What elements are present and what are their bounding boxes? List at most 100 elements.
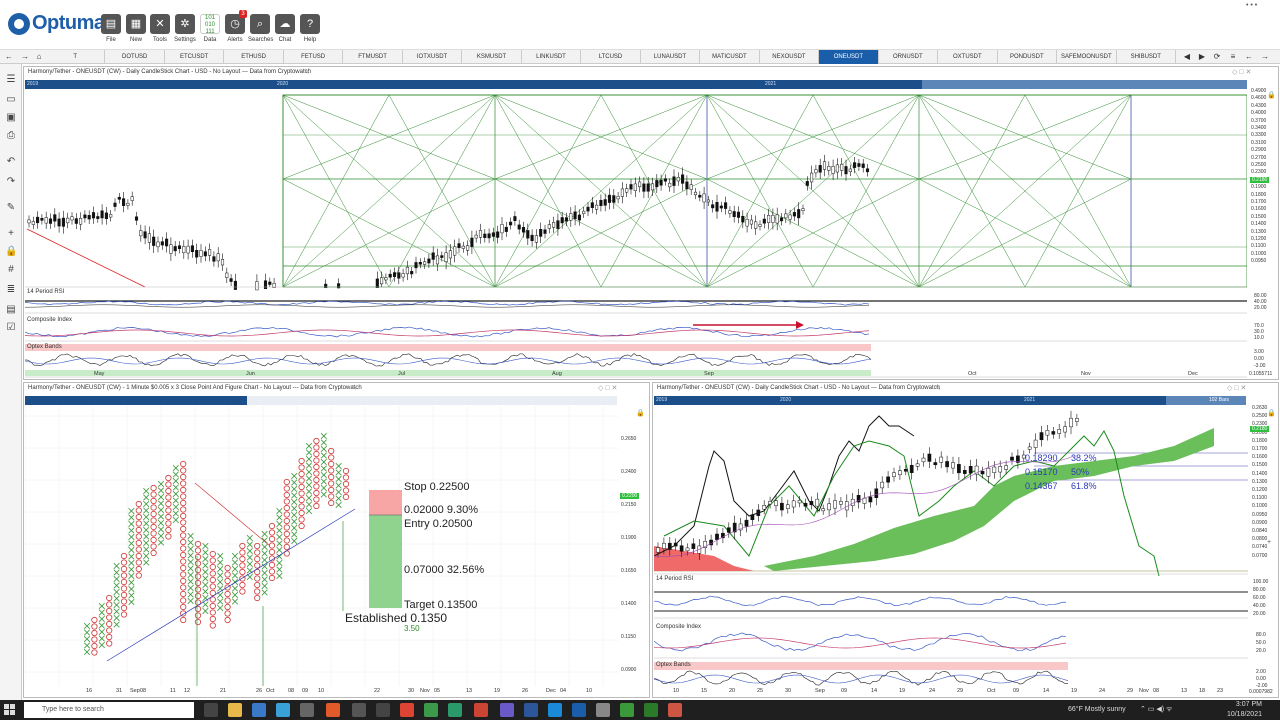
- clock[interactable]: 3:07 PM 10/18/2021: [1222, 700, 1262, 720]
- candle-body: [440, 255, 444, 258]
- weather-widget[interactable]: 66°F Mostly sunny: [1068, 706, 1126, 713]
- app-icon-17[interactable]: [620, 703, 634, 717]
- list-icon[interactable]: ☰: [6, 74, 16, 85]
- home-icon[interactable]: ⌂: [36, 52, 42, 61]
- tab-fetusd[interactable]: FETUSD: [284, 50, 344, 64]
- tray-icons[interactable]: ⌃ ▭ ◀) ᯤ: [1140, 706, 1173, 713]
- tab-lunausdt[interactable]: LUNAUSDT: [641, 50, 701, 64]
- youtube-icon[interactable]: [400, 703, 414, 717]
- ichimoku-panel-controls-icon[interactable]: ◇ □ ✕: [1227, 385, 1247, 392]
- taskbar-search-input[interactable]: Type here to search: [24, 702, 194, 718]
- tab-etcusdt[interactable]: ETCUSDT: [165, 50, 225, 64]
- point-figure-panel[interactable]: Harmony/Tether - ONEUSDT (CW) - 1 Minute…: [23, 382, 650, 698]
- tabs-scroll-right-icon[interactable]: ▶: [1198, 52, 1206, 61]
- pen-icon[interactable]: ✎: [6, 202, 16, 213]
- pf-timeline-bar[interactable]: [25, 396, 617, 405]
- tab-ltcusd[interactable]: LTCUSD: [581, 50, 641, 64]
- app-icon-10[interactable]: [448, 703, 462, 717]
- tabs-scroll-left-icon[interactable]: ◀: [1183, 52, 1191, 61]
- tab-linkusdt[interactable]: LINKUSDT: [522, 50, 582, 64]
- searches-button[interactable]: ⌕ Searches: [248, 14, 273, 48]
- tab-oxtusdt[interactable]: OXTUSDT: [938, 50, 998, 64]
- tools-button[interactable]: ✕ Tools: [148, 14, 172, 48]
- store-icon[interactable]: [300, 703, 314, 717]
- ichimoku-timeline-bar[interactable]: 2019 2020 2021 102 Bars: [654, 396, 1246, 405]
- tabs-refresh-icon[interactable]: ⟳: [1213, 52, 1221, 61]
- tab-ornusdt[interactable]: ORNUSDT: [879, 50, 939, 64]
- tabs-back-icon[interactable]: ←: [1245, 52, 1253, 61]
- tab-ftmusdt[interactable]: FTMUSDT: [343, 50, 403, 64]
- layers-icon[interactable]: ≣: [6, 284, 16, 295]
- file-explorer-icon[interactable]: [228, 703, 242, 717]
- open-icon[interactable]: ▭: [6, 94, 16, 105]
- tabs-list-icon[interactable]: ≡: [1230, 52, 1236, 61]
- top-chart-canvas[interactable]: [25, 89, 1247, 380]
- tab-back-icon[interactable]: ←: [5, 52, 13, 61]
- top-lock-icon[interactable]: 🔒: [1267, 92, 1276, 99]
- tab-safemoonusdt[interactable]: SAFEMOONUSDT: [1057, 50, 1117, 64]
- tab-ksmusdt[interactable]: KSMUSDT: [462, 50, 522, 64]
- stack-icon[interactable]: ▤: [6, 304, 16, 315]
- tab-forward-icon[interactable]: →: [21, 52, 29, 61]
- top-timeline-window[interactable]: [922, 80, 1247, 89]
- data-button[interactable]: 101 010 111 Data: [198, 14, 222, 48]
- tab-pondusdt[interactable]: PONDUSDT: [998, 50, 1058, 64]
- top-candlestick-panel[interactable]: Harmony/Tether - ONEUSDT (CW) - Daily Ca…: [23, 66, 1279, 380]
- ichimoku-edit-title-icon[interactable]: ✎: [935, 385, 941, 392]
- file-button[interactable]: ▤ File: [99, 14, 123, 48]
- mail-icon[interactable]: [252, 703, 266, 717]
- alerts-button[interactable]: ◷ 3 Alerts: [223, 10, 247, 48]
- tab-ethusd[interactable]: ETHUSD: [224, 50, 284, 64]
- top-timeline-bar[interactable]: 2019 2020 2021: [25, 80, 1247, 89]
- ich-lock-icon[interactable]: 🔒: [1267, 410, 1276, 417]
- edge-icon[interactable]: [276, 703, 290, 717]
- app-icon-12[interactable]: [500, 703, 514, 717]
- app-icon-7[interactable]: [376, 703, 390, 717]
- optuma-task-icon[interactable]: [572, 703, 586, 717]
- chat-button[interactable]: ☁ Chat: [273, 14, 297, 48]
- tab-maticusdt[interactable]: MATICUSDT: [700, 50, 760, 64]
- windows-start-icon[interactable]: [4, 704, 16, 716]
- pf-timeline-window[interactable]: [247, 396, 617, 405]
- pf-price-tick: 0.1650: [621, 568, 637, 574]
- tab-iotxusdt[interactable]: IOTXUSDT: [403, 50, 463, 64]
- chrome-icon[interactable]: [424, 703, 438, 717]
- app-icon-16[interactable]: [596, 703, 610, 717]
- tab-shibusdt[interactable]: SHIBUSDT: [1117, 50, 1176, 64]
- top-panel-controls-icon[interactable]: ◇ □ ✕: [1232, 69, 1252, 76]
- help-button[interactable]: ? Help: [298, 14, 322, 48]
- brave-icon[interactable]: [326, 703, 340, 717]
- ichimoku-panel[interactable]: Harmony/Tether - ONEUSDT (CW) - Daily Ca…: [652, 382, 1279, 698]
- print-icon[interactable]: ⎙: [7, 130, 15, 141]
- word-icon[interactable]: [524, 703, 538, 717]
- ichimoku-chart-canvas[interactable]: [654, 406, 1248, 696]
- pf-panel-controls-icon[interactable]: ◇ □ ✕: [598, 385, 618, 392]
- pf-edit-title-icon[interactable]: ✎: [351, 385, 357, 392]
- files-icon[interactable]: [352, 703, 366, 717]
- redo-icon[interactable]: ↷: [6, 176, 16, 187]
- app-icon-14[interactable]: [548, 703, 562, 717]
- tabs-next-icon[interactable]: →: [1261, 52, 1269, 61]
- grid-icon[interactable]: #: [8, 264, 14, 275]
- edit-title-icon[interactable]: ✎: [304, 69, 310, 76]
- undo-icon[interactable]: ↶: [6, 156, 16, 167]
- ich-zoom-icon[interactable]: +: [1267, 539, 1272, 546]
- checklist-icon[interactable]: ☑: [6, 322, 16, 333]
- tab-oneusdt[interactable]: ONEUSDT: [819, 50, 879, 64]
- tab-t[interactable]: T: [46, 50, 106, 64]
- pf-lock-icon[interactable]: 🔒: [636, 410, 645, 417]
- app-icon-18[interactable]: [644, 703, 658, 717]
- settings-button[interactable]: ✲ Settings: [173, 14, 197, 48]
- pf-chart-canvas[interactable]: [25, 406, 619, 686]
- save-icon[interactable]: ▣: [6, 112, 16, 123]
- crosshair-icon[interactable]: +: [8, 228, 14, 239]
- app-icon-11[interactable]: [474, 703, 488, 717]
- tab-nexousdt[interactable]: NEXOUSDT: [760, 50, 820, 64]
- task-view-icon[interactable]: [204, 703, 218, 717]
- ichimoku-timeline-window[interactable]: [1166, 396, 1246, 405]
- app-icon-19[interactable]: [668, 703, 682, 717]
- new-button[interactable]: ▦ New: [124, 14, 148, 48]
- window-menu-icon[interactable]: • • •: [1246, 2, 1258, 9]
- lock-icon[interactable]: 🔒: [5, 246, 18, 257]
- tab-dotusd[interactable]: DOTUSD: [105, 50, 165, 64]
